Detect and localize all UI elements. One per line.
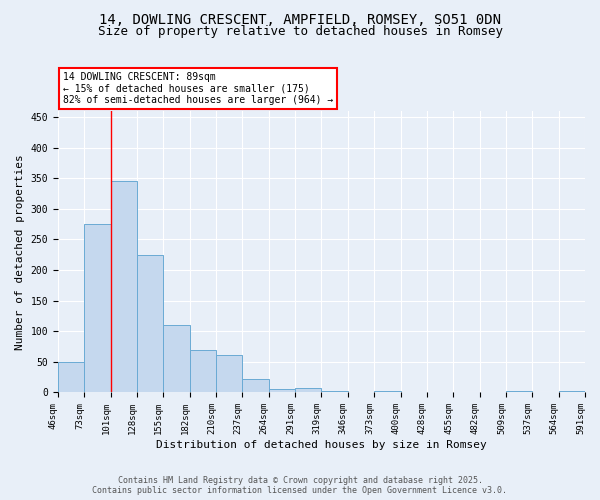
Y-axis label: Number of detached properties: Number of detached properties	[15, 154, 25, 350]
Bar	[216, 354, 242, 393]
Bar	[374, 391, 401, 392]
Text: Contains HM Land Registry data © Crown copyright and database right 2025.
Contai: Contains HM Land Registry data © Crown c…	[92, 476, 508, 495]
X-axis label: Distribution of detached houses by size in Romsey: Distribution of detached houses by size …	[156, 440, 487, 450]
Bar	[190, 350, 216, 393]
Bar	[137, 254, 163, 392]
Text: Size of property relative to detached houses in Romsey: Size of property relative to detached ho…	[97, 25, 503, 38]
Bar	[506, 391, 532, 392]
Text: 14, DOWLING CRESCENT, AMPFIELD, ROMSEY, SO51 0DN: 14, DOWLING CRESCENT, AMPFIELD, ROMSEY, …	[99, 12, 501, 26]
Bar	[242, 379, 269, 392]
Bar	[322, 391, 348, 392]
Bar	[84, 224, 110, 392]
Bar	[110, 182, 137, 392]
Bar	[295, 388, 322, 392]
Bar	[58, 362, 84, 392]
Text: 14 DOWLING CRESCENT: 89sqm
← 15% of detached houses are smaller (175)
82% of sem: 14 DOWLING CRESCENT: 89sqm ← 15% of deta…	[63, 72, 334, 106]
Bar	[269, 390, 295, 392]
Bar	[559, 390, 585, 392]
Bar	[163, 325, 190, 392]
